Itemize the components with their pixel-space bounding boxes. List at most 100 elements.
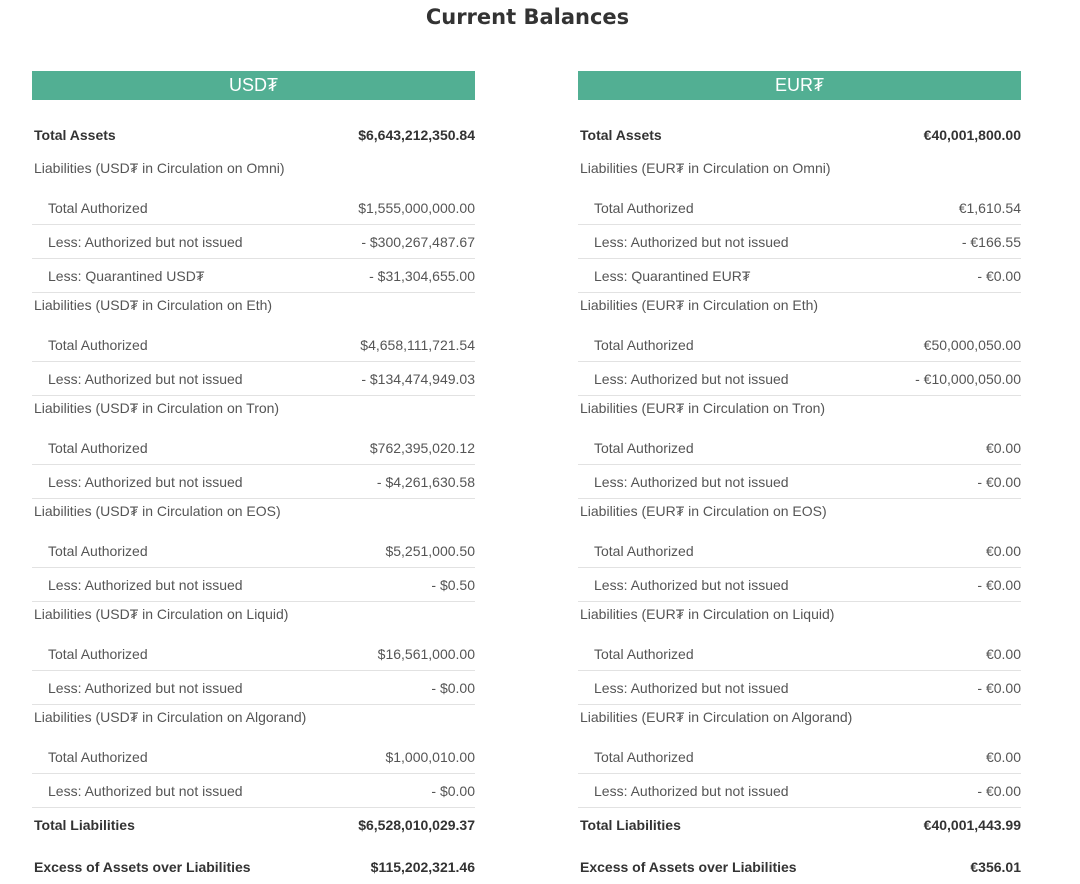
line-item: Less: Authorized but not issued - $0.00 <box>32 671 475 705</box>
line-item: Total Authorized €0.00 <box>578 637 1021 671</box>
line-item: Less: Quarantined USD₮ - $31,304,655.00 <box>32 259 475 293</box>
line-item: Total Authorized €1,610.54 <box>578 191 1021 225</box>
item-label: Less: Authorized but not issued <box>48 782 243 799</box>
total-assets: Total Assets $6,643,212,350.84 <box>32 116 475 156</box>
item-label: Total Authorized <box>48 748 148 765</box>
item-value: - €0.00 <box>977 782 1021 799</box>
total-liabilities-label: Total Liabilities <box>580 817 681 833</box>
item-label: Total Authorized <box>48 645 148 662</box>
balance-panel: EUR₮ Total Assets €40,001,800.00 Liabilitie… <box>578 71 1021 884</box>
line-item: Less: Authorized but not issued - €166.55 <box>578 225 1021 259</box>
item-label: Less: Authorized but not issued <box>48 679 243 696</box>
balance-panel: USD₮ Total Assets $6,643,212,350.84 Liabili… <box>32 71 475 884</box>
line-item: Less: Authorized but not issued - $134,47… <box>32 362 475 396</box>
line-item: Less: Authorized but not issued - $4,261,… <box>32 465 475 499</box>
item-value: - €0.00 <box>977 267 1021 284</box>
item-value: - $134,474,949.03 <box>361 370 475 387</box>
item-value: - €166.55 <box>961 233 1021 250</box>
item-value: - $4,261,630.58 <box>376 473 475 490</box>
line-item: Total Authorized €50,000,050.00 <box>578 328 1021 362</box>
line-item: Total Authorized €0.00 <box>578 740 1021 774</box>
item-value: $762,395,020.12 <box>369 439 475 456</box>
total-liabilities-label: Total Liabilities <box>34 817 135 833</box>
excess-value: $115,202,321.46 <box>370 859 475 875</box>
item-label: Total Authorized <box>594 748 694 765</box>
total-liabilities-value: €40,001,443.99 <box>923 817 1021 833</box>
line-item: Less: Authorized but not issued - $0.50 <box>32 568 475 602</box>
item-label: Total Authorized <box>48 542 148 559</box>
section-heading: Liabilities (EUR₮ in Circulation on EOS) <box>580 503 827 519</box>
total-liabilities: Total Liabilities $6,528,010,029.37 <box>32 808 475 842</box>
item-label: Less: Authorized but not issued <box>48 473 243 490</box>
section-heading: Liabilities (EUR₮ in Circulation on Tron… <box>580 400 826 416</box>
section-heading: Liabilities (USD₮ in Circulation on EOS) <box>34 503 281 519</box>
item-value: €50,000,050.00 <box>923 336 1021 353</box>
total-assets-label: Total Assets <box>34 127 116 143</box>
excess-label: Excess of Assets over Liabilities <box>34 859 251 875</box>
item-label: Less: Authorized but not issued <box>48 233 243 250</box>
section-heading: Liabilities (USD₮ in Circulation on Tron… <box>34 400 280 416</box>
item-label: Total Authorized <box>594 199 694 216</box>
item-label: Total Authorized <box>594 645 694 662</box>
line-item: Less: Authorized but not issued - €10,000… <box>578 362 1021 396</box>
item-value: €0.00 <box>985 439 1021 456</box>
line-item: Total Authorized $762,395,020.12 <box>32 431 475 465</box>
line-item: Less: Authorized but not issued - €0.00 <box>578 671 1021 705</box>
panel-header: USD₮ <box>32 71 475 100</box>
item-label: Total Authorized <box>594 542 694 559</box>
section-heading: Liabilities (EUR₮ in Circulation on Algo… <box>580 709 853 725</box>
item-value: - $31,304,655.00 <box>369 267 475 284</box>
total-assets-label: Total Assets <box>580 127 662 143</box>
line-item: Total Authorized $1,555,000,000.00 <box>32 191 475 225</box>
line-item: Less: Authorized but not issued - $300,26… <box>32 225 475 259</box>
excess: Excess of Assets over Liabilities $115,20… <box>32 850 475 884</box>
item-value: €0.00 <box>985 542 1021 559</box>
total-liabilities-value: $6,528,010,029.37 <box>358 817 475 833</box>
section-heading: Liabilities (EUR₮ in Circulation on Eth) <box>580 297 819 313</box>
item-value: $1,555,000,000.00 <box>358 199 475 216</box>
line-item: Total Authorized €0.00 <box>578 431 1021 465</box>
item-value: €0.00 <box>985 645 1021 662</box>
line-item: Total Authorized $1,000,010.00 <box>32 740 475 774</box>
line-item: Less: Authorized but not issued - €0.00 <box>578 568 1021 602</box>
item-label: Less: Authorized but not issued <box>594 782 789 799</box>
item-label: Less: Quarantined USD₮ <box>48 267 205 284</box>
item-label: Total Authorized <box>594 336 694 353</box>
section-heading: Liabilities (USD₮ in Circulation on Omni… <box>34 160 285 176</box>
item-value: - $0.00 <box>431 679 475 696</box>
item-value: $4,658,111,721.54 <box>360 336 475 353</box>
item-label: Less: Authorized but not issued <box>48 576 243 593</box>
excess-label: Excess of Assets over Liabilities <box>580 859 797 875</box>
item-value: - €0.00 <box>977 576 1021 593</box>
excess-value: €356.01 <box>970 859 1021 875</box>
section-heading: Liabilities (USD₮ in Circulation on Algo… <box>34 709 307 725</box>
section-heading: Liabilities (USD₮ in Circulation on Liqu… <box>34 606 289 622</box>
line-item: Less: Authorized but not issued - $0.00 <box>32 774 475 808</box>
page: Current Balances USD₮ Total Assets $6,643,… <box>32 5 1021 875</box>
total-liabilities: Total Liabilities €40,001,443.99 <box>578 808 1021 842</box>
total-assets-value: $6,643,212,350.84 <box>358 127 475 143</box>
line-item: Total Authorized €0.00 <box>578 534 1021 568</box>
line-item: Total Authorized $4,658,111,721.54 <box>32 328 475 362</box>
item-label: Less: Authorized but not issued <box>48 370 243 387</box>
item-label: Less: Authorized but not issued <box>594 576 789 593</box>
section-heading: Liabilities (USD₮ in Circulation on Eth) <box>34 297 273 313</box>
item-label: Total Authorized <box>594 439 694 456</box>
panel-header: EUR₮ <box>578 71 1021 100</box>
line-item: Total Authorized $16,561,000.00 <box>32 637 475 671</box>
line-item: Less: Authorized but not issued - €0.00 <box>578 465 1021 499</box>
total-assets-value: €40,001,800.00 <box>923 127 1021 143</box>
item-label: Less: Authorized but not issued <box>594 370 789 387</box>
item-label: Total Authorized <box>48 199 148 216</box>
section-heading: Liabilities (EUR₮ in Circulation on Omni… <box>580 160 831 176</box>
item-label: Total Authorized <box>48 439 148 456</box>
item-label: Less: Authorized but not issued <box>594 233 789 250</box>
item-label: Less: Quarantined EUR₮ <box>594 267 751 284</box>
item-label: Total Authorized <box>48 336 148 353</box>
item-value: - €10,000,050.00 <box>915 370 1021 387</box>
line-item: Total Authorized $5,251,000.50 <box>32 534 475 568</box>
item-value: - $0.00 <box>431 782 475 799</box>
line-item: Less: Quarantined EUR₮ - €0.00 <box>578 259 1021 293</box>
item-label: Less: Authorized but not issued <box>594 473 789 490</box>
item-value: €1,610.54 <box>958 199 1021 216</box>
